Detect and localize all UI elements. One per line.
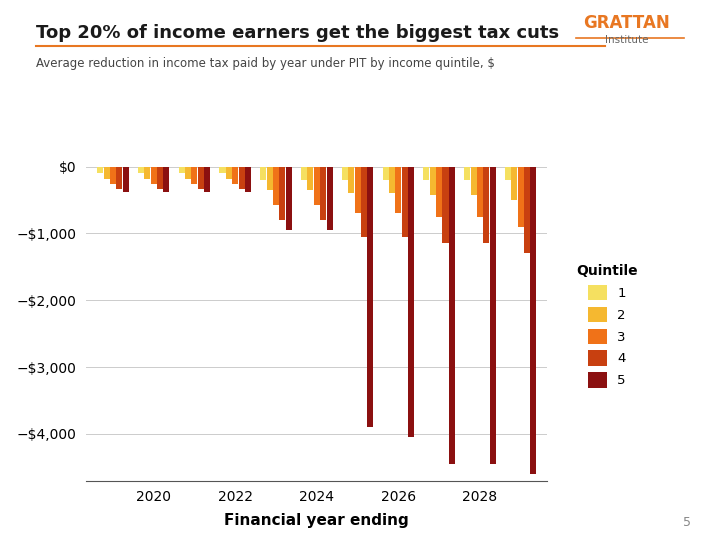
Bar xyxy=(354,167,361,213)
Bar xyxy=(97,167,103,173)
Bar xyxy=(220,167,225,173)
Bar xyxy=(471,167,477,195)
Bar xyxy=(436,167,442,217)
Text: Institute: Institute xyxy=(605,35,648,45)
Bar xyxy=(150,167,157,184)
Bar xyxy=(382,167,389,180)
Text: GRATTAN: GRATTAN xyxy=(583,14,670,31)
Bar xyxy=(449,167,455,464)
Bar xyxy=(367,167,374,427)
Bar xyxy=(326,167,333,230)
Bar xyxy=(402,167,408,237)
Bar xyxy=(314,167,320,205)
Bar xyxy=(238,167,245,188)
X-axis label: Financial year ending: Financial year ending xyxy=(225,512,409,528)
Bar xyxy=(443,167,449,244)
Bar xyxy=(273,167,279,205)
Bar xyxy=(192,167,197,184)
Bar xyxy=(144,167,150,179)
Bar xyxy=(423,167,429,180)
Bar xyxy=(301,167,307,180)
Bar xyxy=(198,167,204,188)
Bar xyxy=(483,167,490,244)
Bar xyxy=(260,167,266,180)
Bar xyxy=(348,167,354,193)
Bar xyxy=(245,167,251,192)
Bar xyxy=(505,167,511,180)
Bar xyxy=(477,167,483,217)
Bar xyxy=(138,167,144,173)
Bar xyxy=(157,167,163,188)
Legend: 1, 2, 3, 4, 5: 1, 2, 3, 4, 5 xyxy=(572,260,642,392)
Bar xyxy=(389,167,395,193)
Bar xyxy=(361,167,367,237)
Bar xyxy=(408,167,414,437)
Bar xyxy=(204,167,210,192)
Bar xyxy=(266,167,273,190)
Bar xyxy=(395,167,401,213)
Bar xyxy=(286,167,292,230)
Bar xyxy=(226,167,232,179)
Bar xyxy=(531,167,536,474)
Bar xyxy=(307,167,313,190)
Bar xyxy=(490,167,495,464)
Bar xyxy=(342,167,348,180)
Bar xyxy=(320,167,326,220)
Text: 5: 5 xyxy=(683,516,691,529)
Bar xyxy=(511,167,518,200)
Text: Top 20% of income earners get the biggest tax cuts: Top 20% of income earners get the bigges… xyxy=(36,24,559,42)
Bar xyxy=(279,167,285,220)
Bar xyxy=(430,167,436,195)
Bar xyxy=(518,167,523,227)
Bar xyxy=(104,167,109,179)
Bar xyxy=(116,167,122,188)
Bar xyxy=(185,167,191,179)
Bar xyxy=(110,167,116,184)
Bar xyxy=(464,167,470,180)
Bar xyxy=(179,167,185,173)
Bar xyxy=(122,167,129,192)
Text: Average reduction in income tax paid by year under PIT by income quintile, $: Average reduction in income tax paid by … xyxy=(36,57,495,70)
Bar xyxy=(233,167,238,184)
Bar xyxy=(524,167,530,253)
Bar xyxy=(163,167,169,192)
